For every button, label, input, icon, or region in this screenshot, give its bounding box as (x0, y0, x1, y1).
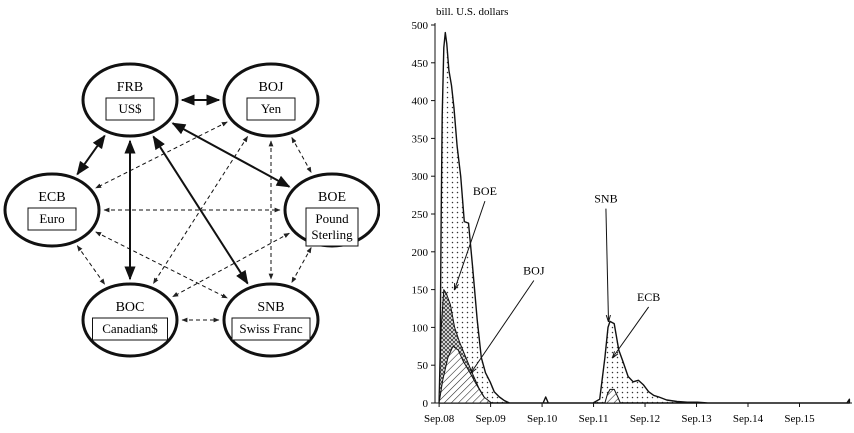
currency-label: Canadian$ (102, 321, 158, 336)
currency-box (92, 317, 168, 341)
annotation-boj: BOJ (523, 263, 545, 277)
currency-box (246, 97, 296, 121)
swap-lines (76, 94, 312, 323)
x-tick-label: Sep.13 (681, 413, 712, 425)
node-name: BOE (318, 190, 346, 205)
node-snb: SNB Swiss Franc (222, 282, 320, 358)
x-tick-label: Sep.14 (733, 413, 764, 425)
y-tick-label: 250 (412, 209, 429, 221)
currency-box (105, 97, 155, 121)
currency-label: Yen (261, 101, 282, 116)
series-area-total (438, 31, 851, 404)
y-tick-label: 150 (412, 285, 429, 297)
node-ecb: ECB Euro (3, 172, 101, 248)
unit-label: bill. U.S. dollars (436, 6, 508, 18)
swap-line-boj-boe (291, 136, 312, 174)
currency-label: US$ (118, 101, 142, 116)
annotation-arrow (613, 306, 650, 358)
node-name: BOJ (259, 80, 284, 95)
currency-label: Euro (39, 211, 64, 226)
node-boc: BOC Canadian$ (81, 282, 179, 358)
node-name: ECB (38, 190, 65, 205)
swap-line-frb-ecb (76, 134, 106, 176)
annotation-arrow (605, 208, 609, 322)
x-tick-label: Sep.15 (784, 413, 815, 425)
node-frb: FRB US$ (81, 62, 179, 138)
swap-line-boe-snb (291, 246, 312, 284)
y-tick-label: 300 (412, 171, 429, 183)
y-tick-label: 400 (412, 96, 429, 108)
chart-axes: 0 50 100 150 200 250 300 350 400 450 500 Sep.08 Sep.… (412, 20, 852, 425)
node-name: FRB (117, 80, 143, 95)
node-name: SNB (257, 300, 284, 315)
y-tick-label: 50 (417, 360, 429, 372)
x-tick-label: Sep.08 (424, 413, 455, 425)
currency-label: Sterling (311, 227, 353, 242)
annotation-arrow (455, 200, 486, 290)
y-tick-label: 100 (412, 322, 429, 334)
swap-line-ecb-boc (76, 245, 106, 285)
swap-line-boe-boc (172, 232, 290, 298)
annotation-ecb: ECB (637, 290, 660, 304)
swap-usage-chart: bill. U.S. dollars 0 50 100 150 200 250 300 350… (412, 6, 852, 425)
annotation-snb: SNB (594, 192, 617, 206)
chart-annotations: BOE BOJ SNB ECB (455, 184, 660, 373)
currency-box (27, 207, 77, 231)
chart-series (438, 31, 851, 404)
x-tick-label: Sep.11 (579, 413, 609, 425)
x-tick-label: Sep.12 (630, 413, 660, 425)
currency-box (231, 317, 311, 341)
node-boj: BOJ Yen (222, 62, 320, 138)
currency-label: Pound (315, 211, 349, 226)
x-tick-label: Sep.10 (527, 413, 558, 425)
annotation-boe: BOE (473, 184, 497, 198)
y-tick-label: 350 (412, 133, 429, 145)
y-tick-label: 0 (423, 398, 429, 410)
node-name: BOC (116, 300, 145, 315)
y-tick-label: 500 (412, 20, 429, 32)
x-tick-label: Sep.09 (475, 413, 506, 425)
currency-box (305, 207, 359, 247)
annotation-arrow (471, 280, 535, 372)
y-tick-label: 200 (412, 247, 429, 259)
currency-label: Swiss Franc (239, 321, 302, 336)
y-tick-label: 450 (412, 58, 429, 70)
